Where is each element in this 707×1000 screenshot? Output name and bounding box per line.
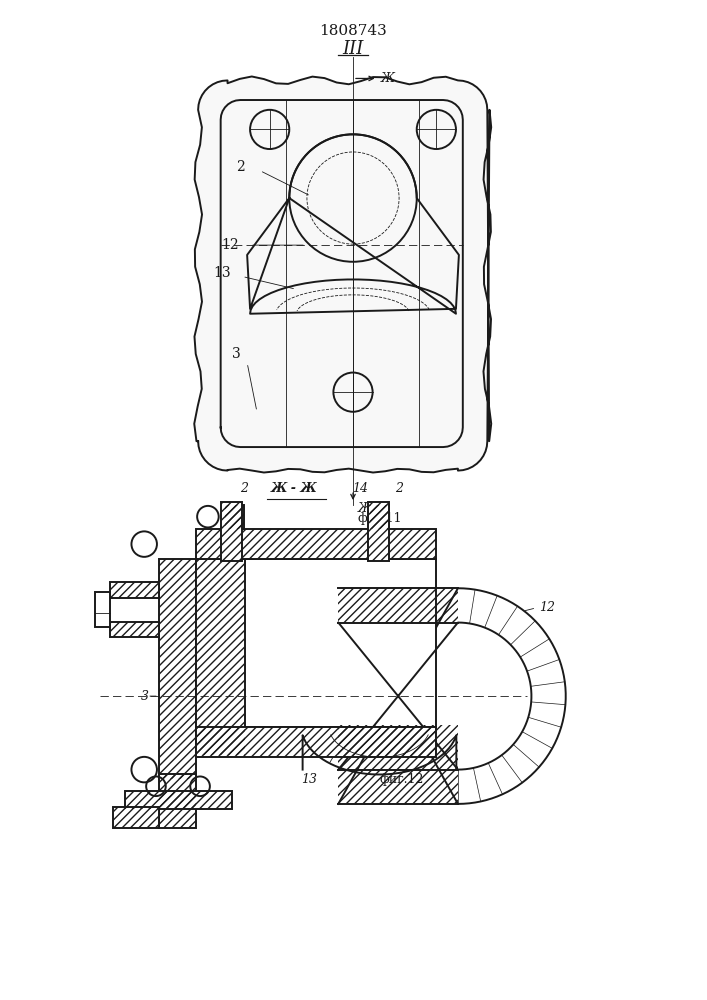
Bar	[95, 592, 110, 627]
Text: фиг.11: фиг.11	[358, 512, 402, 525]
Text: 12: 12	[539, 601, 555, 614]
Bar	[196, 559, 245, 755]
Bar	[110, 622, 159, 637]
Bar	[221, 502, 243, 561]
Text: 3: 3	[231, 347, 240, 361]
Text: Ж: Ж	[380, 72, 395, 85]
Circle shape	[197, 506, 218, 527]
Text: фиг.12: фиг.12	[380, 773, 424, 786]
Bar	[196, 727, 436, 757]
Bar	[124, 791, 233, 809]
Bar	[113, 807, 159, 828]
Bar	[370, 505, 390, 529]
Text: 2: 2	[395, 482, 403, 495]
Text: 2: 2	[240, 482, 248, 495]
Bar	[196, 559, 245, 755]
Bar	[159, 559, 196, 779]
Bar	[110, 622, 159, 637]
Polygon shape	[194, 76, 491, 473]
Text: III: III	[342, 40, 363, 58]
Bar	[159, 559, 196, 779]
Text: 13: 13	[213, 266, 230, 280]
Bar	[124, 791, 233, 809]
Text: 3: 3	[141, 690, 149, 703]
Bar	[196, 727, 436, 757]
Bar	[110, 582, 159, 598]
Bar	[196, 559, 436, 727]
Bar	[110, 582, 159, 598]
Text: 1808743: 1808743	[319, 24, 387, 38]
Bar	[225, 505, 244, 529]
Bar	[196, 529, 436, 559]
Text: 14: 14	[352, 482, 368, 495]
Polygon shape	[339, 588, 566, 804]
Text: 12: 12	[222, 238, 239, 252]
Bar	[221, 502, 243, 561]
Text: Ж - Ж: Ж - Ж	[271, 482, 317, 495]
Text: Ж: Ж	[358, 502, 372, 515]
Text: 13: 13	[301, 773, 317, 786]
Bar	[339, 588, 458, 623]
Bar	[339, 770, 458, 804]
Bar	[113, 807, 159, 828]
Text: 2: 2	[236, 160, 245, 174]
Bar	[339, 725, 458, 770]
Bar	[368, 502, 390, 561]
Bar	[370, 505, 390, 529]
Bar	[225, 505, 244, 529]
Bar	[159, 774, 196, 828]
Bar	[368, 502, 390, 561]
Bar	[196, 529, 436, 559]
Bar	[159, 774, 196, 828]
